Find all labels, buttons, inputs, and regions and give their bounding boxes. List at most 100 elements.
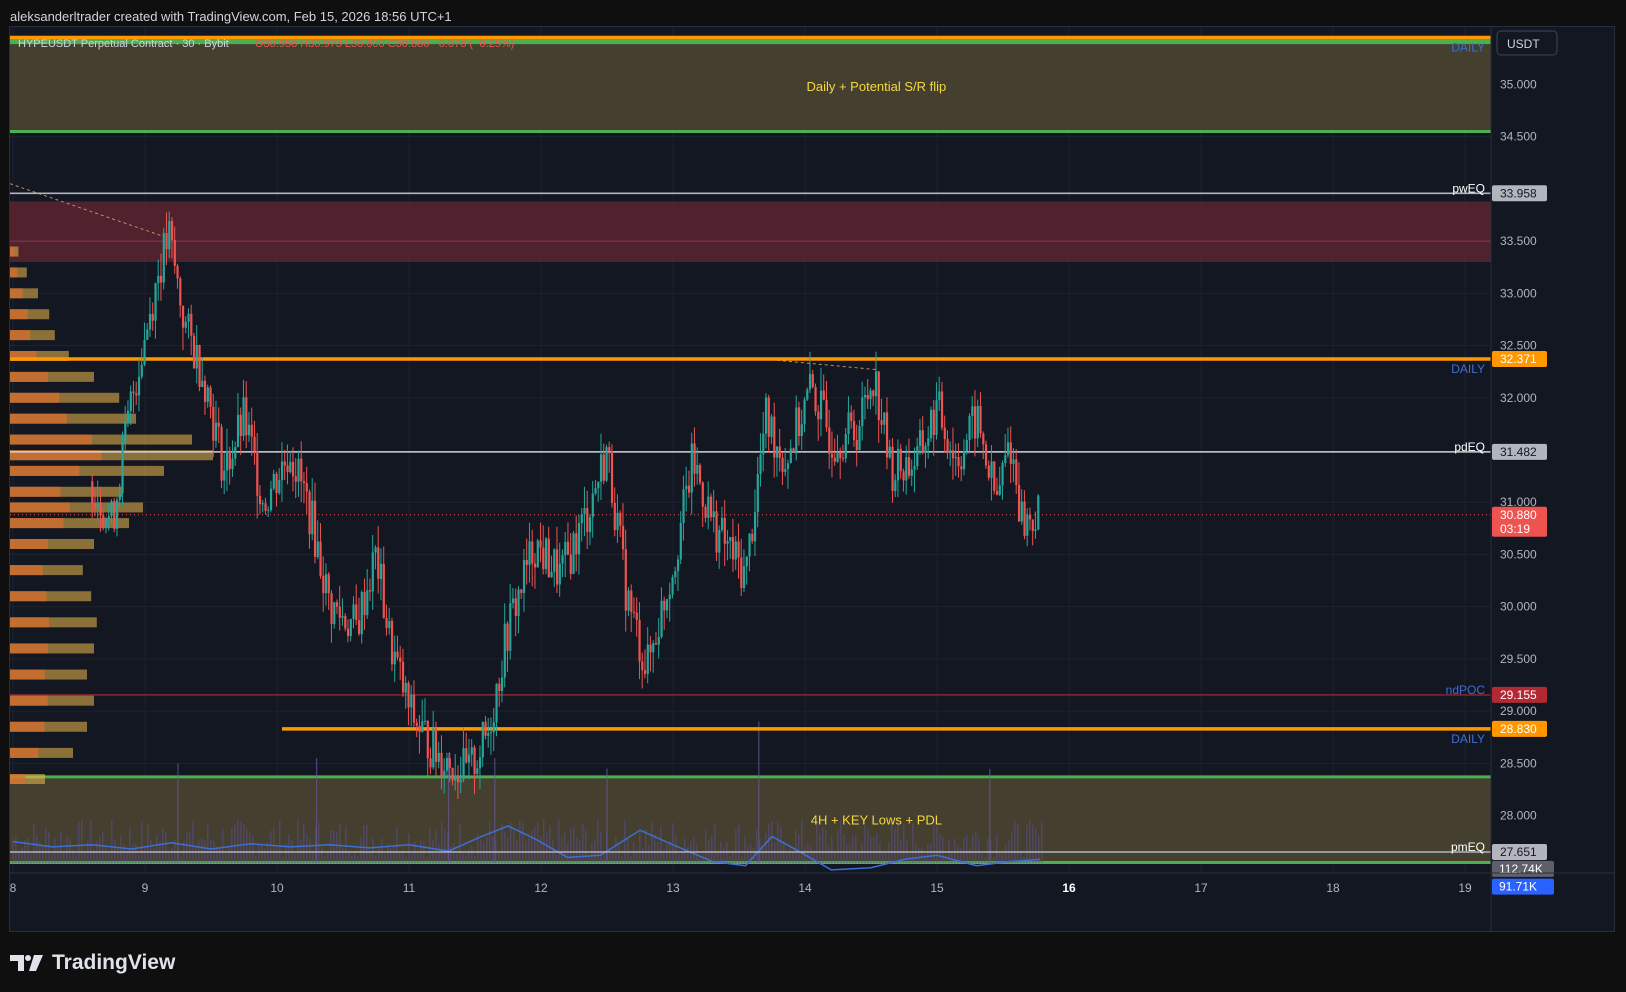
candle-body <box>599 454 603 482</box>
candle <box>511 587 515 609</box>
candle-body <box>921 430 924 453</box>
candle <box>404 676 407 709</box>
volume-bar <box>351 855 353 863</box>
candle-body <box>531 541 534 564</box>
tradingview-logo[interactable]: TradingView <box>10 948 175 978</box>
candle <box>261 499 264 513</box>
candle-body <box>927 438 930 446</box>
volume-bar <box>738 824 740 863</box>
candle-body <box>932 409 935 435</box>
candle <box>352 596 355 629</box>
candle <box>181 305 185 351</box>
volume-bar <box>207 825 209 863</box>
tradingview-wordmark: TradingView <box>52 951 176 974</box>
time-tick: 12 <box>534 881 548 895</box>
candle <box>817 405 820 441</box>
volume-bar <box>507 838 509 863</box>
candle <box>190 304 193 356</box>
volume-bar <box>1026 825 1028 863</box>
candle-body <box>968 415 971 441</box>
candle-body <box>946 439 949 454</box>
candle-body <box>448 758 451 768</box>
candle-body <box>528 541 531 565</box>
time-tick: 18 <box>1326 881 1340 895</box>
candle <box>841 444 845 462</box>
candle <box>341 598 344 626</box>
candle <box>421 699 424 733</box>
candle-body <box>520 589 523 593</box>
volume-bar <box>987 838 989 863</box>
candle-body <box>344 615 347 629</box>
candle <box>800 409 803 450</box>
time-tick: 15 <box>930 881 944 895</box>
candle <box>762 412 765 472</box>
candle <box>412 680 416 729</box>
volume-bar <box>429 828 431 863</box>
volume-bar <box>564 832 566 863</box>
candle <box>679 511 682 565</box>
candle <box>858 420 861 451</box>
zones <box>9 39 1491 865</box>
volume-bar <box>438 844 440 863</box>
candle <box>454 754 457 791</box>
time-tick: 14 <box>798 881 812 895</box>
candle-body <box>481 721 484 758</box>
candle-body <box>256 451 259 496</box>
volume-bar <box>615 836 617 863</box>
candle <box>792 447 795 453</box>
candle-body <box>872 390 875 397</box>
candle-body <box>825 399 828 428</box>
candle <box>242 379 245 441</box>
volume-bar <box>834 851 836 863</box>
candle-body <box>660 600 663 638</box>
candle-body <box>918 430 922 447</box>
candle <box>913 447 916 493</box>
volume-bar <box>15 835 17 863</box>
candle <box>146 322 149 340</box>
candle <box>564 531 567 578</box>
candle <box>795 395 798 461</box>
volume-bar <box>822 826 824 863</box>
volume-bar <box>666 843 668 863</box>
volume-bar <box>699 855 701 863</box>
candle <box>806 387 809 401</box>
candle-body <box>778 446 781 458</box>
candle <box>566 522 570 556</box>
candle-body <box>203 380 207 402</box>
candle <box>866 378 869 409</box>
candle <box>836 434 839 464</box>
candle <box>619 510 622 537</box>
candle <box>861 381 864 441</box>
candle <box>481 721 484 767</box>
volume-bar <box>1002 853 1004 863</box>
candle <box>272 469 275 491</box>
time-tick: 16 <box>1062 881 1076 895</box>
volume-bar <box>249 832 251 863</box>
candle-body <box>1026 514 1029 536</box>
candles[interactable] <box>91 211 1040 800</box>
candle-body <box>731 537 735 560</box>
candle-body <box>525 559 528 565</box>
volume-bar <box>945 855 947 863</box>
currency-button[interactable]: USDT <box>1496 30 1558 56</box>
candle-body <box>1037 495 1040 530</box>
volume-bar <box>120 836 122 863</box>
candle <box>297 450 300 497</box>
candle-body <box>338 606 341 618</box>
volume-bar <box>960 847 962 863</box>
ohlc-readout: O30.958 H30.973 L30.600 C30.880 −0.078 (… <box>255 38 514 50</box>
volume-bar <box>942 836 944 863</box>
candle <box>256 433 259 519</box>
candle <box>641 652 644 689</box>
pweq-badge <box>1492 185 1547 202</box>
volume-bar <box>504 831 506 863</box>
price-axis[interactable]: 33.958 32.371 31.482 29.155 28.830 27.651 30.8… <box>1490 27 1554 931</box>
price-tick: 28.000 <box>1500 809 1537 823</box>
time-axis[interactable]: 8 9 10 11 12 13 14 15 16 17 18 19 <box>10 872 1614 895</box>
candle <box>148 297 152 337</box>
trend-dashed-line <box>9 183 163 237</box>
candle <box>459 756 462 794</box>
price-chart[interactable]: 33.958 32.371 31.482 29.155 28.830 27.651 30.8… <box>10 27 1614 931</box>
candle-body <box>583 507 586 515</box>
candle-body <box>465 748 468 763</box>
